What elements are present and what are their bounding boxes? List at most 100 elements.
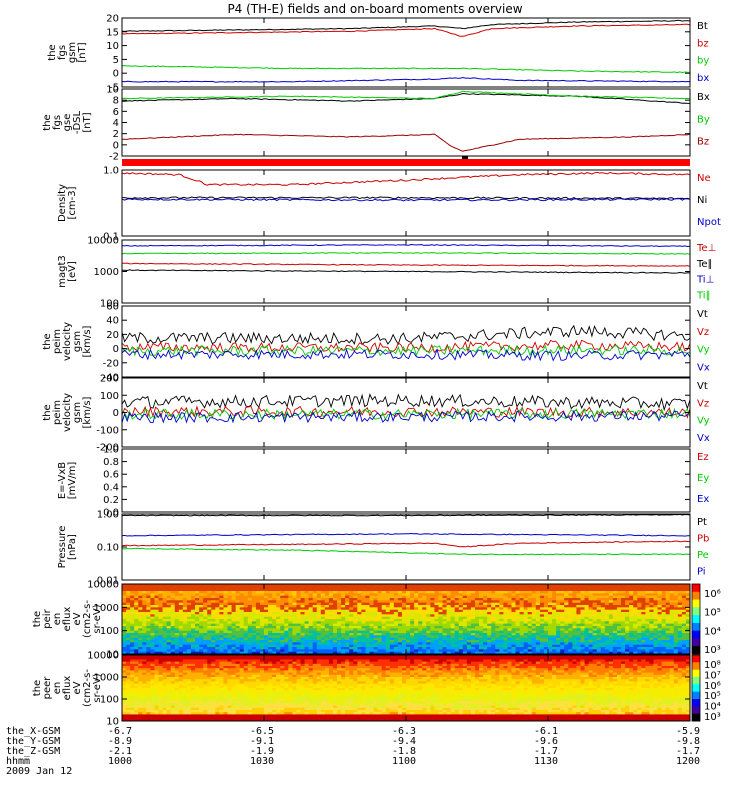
spectrogram-cell: [641, 605, 645, 608]
spectrogram-cell: [325, 621, 329, 624]
spectrogram-cell: [122, 624, 126, 627]
spectrogram-cell: [357, 638, 361, 641]
spectrogram-cell: [163, 600, 167, 603]
spectrogram-cell: [187, 605, 191, 608]
spectrogram-cell: [585, 614, 589, 617]
spectrogram-cell: [499, 635, 503, 638]
spectrogram-cell: [361, 631, 365, 634]
spectrogram-cell: [207, 645, 211, 648]
spectrogram-cell: [146, 640, 150, 643]
spectrogram-cell: [207, 603, 211, 606]
spectrogram-cell: [183, 600, 187, 603]
spectrogram-cell: [662, 614, 666, 617]
spectrogram-cell: [467, 617, 471, 620]
spectrogram-cell: [430, 638, 434, 641]
spectrogram-cell: [678, 649, 682, 652]
spectrogram-cell: [589, 640, 593, 643]
spectrogram-cell: [268, 610, 272, 613]
spectrogram-cell: [580, 635, 584, 638]
spectrogram-cell: [455, 640, 459, 643]
spectrogram-cell: [272, 631, 276, 634]
spectrogram-cell: [572, 605, 576, 608]
spectrogram-cell: [349, 593, 353, 596]
spectrogram-cell: [171, 626, 175, 629]
spectrogram-cell: [386, 635, 390, 638]
spectrogram-cell: [459, 589, 463, 592]
spectrogram-cell: [325, 617, 329, 620]
spectrogram-cell: [560, 586, 564, 589]
spectrogram-cell: [625, 605, 629, 608]
spectrogram-cell: [451, 591, 455, 594]
spectrogram-cell: [240, 631, 244, 634]
spectrogram-cell: [163, 626, 167, 629]
spectrogram-cell: [305, 617, 309, 620]
spectrogram-cell: [483, 612, 487, 615]
spectrogram-cell: [171, 605, 175, 608]
spectrogram-cell: [280, 591, 284, 594]
spectrogram-cell: [532, 649, 536, 652]
spectrogram-cell: [430, 631, 434, 634]
spectrogram-cell: [653, 649, 657, 652]
spectrogram-cell: [301, 640, 305, 643]
spectrogram-cell: [215, 614, 219, 617]
spectrogram-cell: [649, 624, 653, 627]
spectrogram-cell: [597, 647, 601, 650]
spectrogram-cell: [544, 603, 548, 606]
spectrogram-cell: [662, 607, 666, 610]
spectrogram-cell: [666, 626, 670, 629]
spectrogram-cell: [345, 619, 349, 622]
spectrogram-cell: [556, 617, 560, 620]
spectrogram-cell: [459, 612, 463, 615]
spectrogram-cell: [361, 614, 365, 617]
spectrogram-cell: [532, 635, 536, 638]
spectrogram-cell: [629, 631, 633, 634]
spectrogram-cell: [183, 628, 187, 631]
spectrogram-cell: [670, 596, 674, 599]
spectrogram-cell: [337, 647, 341, 650]
spectrogram-cell: [451, 607, 455, 610]
spectrogram-cell: [536, 631, 540, 634]
spectrogram-cell: [369, 624, 373, 627]
spectrogram-cell: [296, 612, 300, 615]
spectrogram-cell: [244, 626, 248, 629]
spectrogram-cell: [443, 635, 447, 638]
spectrogram-cell: [248, 626, 252, 629]
spectrogram-cell: [516, 593, 520, 596]
colorbar-tick-label: 10⁶: [704, 589, 721, 600]
legend-peim: Vt: [697, 309, 708, 320]
spectrogram-cell: [605, 633, 609, 636]
spectrogram-cell: [301, 607, 305, 610]
spectrogram-cell: [232, 626, 236, 629]
spectrogram-cell: [374, 647, 378, 650]
spectrogram-cell: [593, 638, 597, 641]
spectrogram-cell: [203, 638, 207, 641]
spectrogram-cell: [438, 642, 442, 645]
spectrogram-cell: [406, 591, 410, 594]
spectrogram-cell: [418, 640, 422, 643]
spectrogram-cell: [471, 617, 475, 620]
spectrogram-cell: [682, 638, 686, 641]
spectrogram-cell: [609, 628, 613, 631]
spectrogram-cell: [422, 603, 426, 606]
spectrogram-cell: [175, 635, 179, 638]
spectrogram-cell: [288, 617, 292, 620]
spectrogram-cell: [240, 635, 244, 638]
spectrogram-cell: [601, 614, 605, 617]
spectrogram-cell: [678, 589, 682, 592]
spectrogram-cell: [613, 619, 617, 622]
spectrogram-cell: [649, 642, 653, 645]
spectrogram-cell: [402, 635, 406, 638]
spectrogram-cell: [345, 635, 349, 638]
spectrogram-cell: [256, 642, 260, 645]
spectrogram-cell: [418, 633, 422, 636]
spectrogram-cell: [491, 633, 495, 636]
spectrogram-cell: [248, 600, 252, 603]
spectrogram-cell: [321, 603, 325, 606]
spectrogram-cell: [138, 624, 142, 627]
spectrogram-cell: [260, 591, 264, 594]
spectrogram-cell: [361, 607, 365, 610]
spectrogram-cell: [142, 596, 146, 599]
spectrogram-cell: [418, 607, 422, 610]
spectrogram-cell: [236, 628, 240, 631]
spectrogram-cell: [601, 605, 605, 608]
